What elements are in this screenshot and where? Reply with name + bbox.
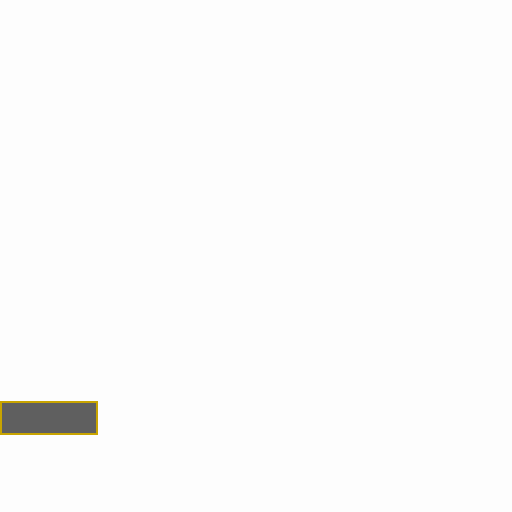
gray-block-button[interactable] <box>0 401 98 435</box>
